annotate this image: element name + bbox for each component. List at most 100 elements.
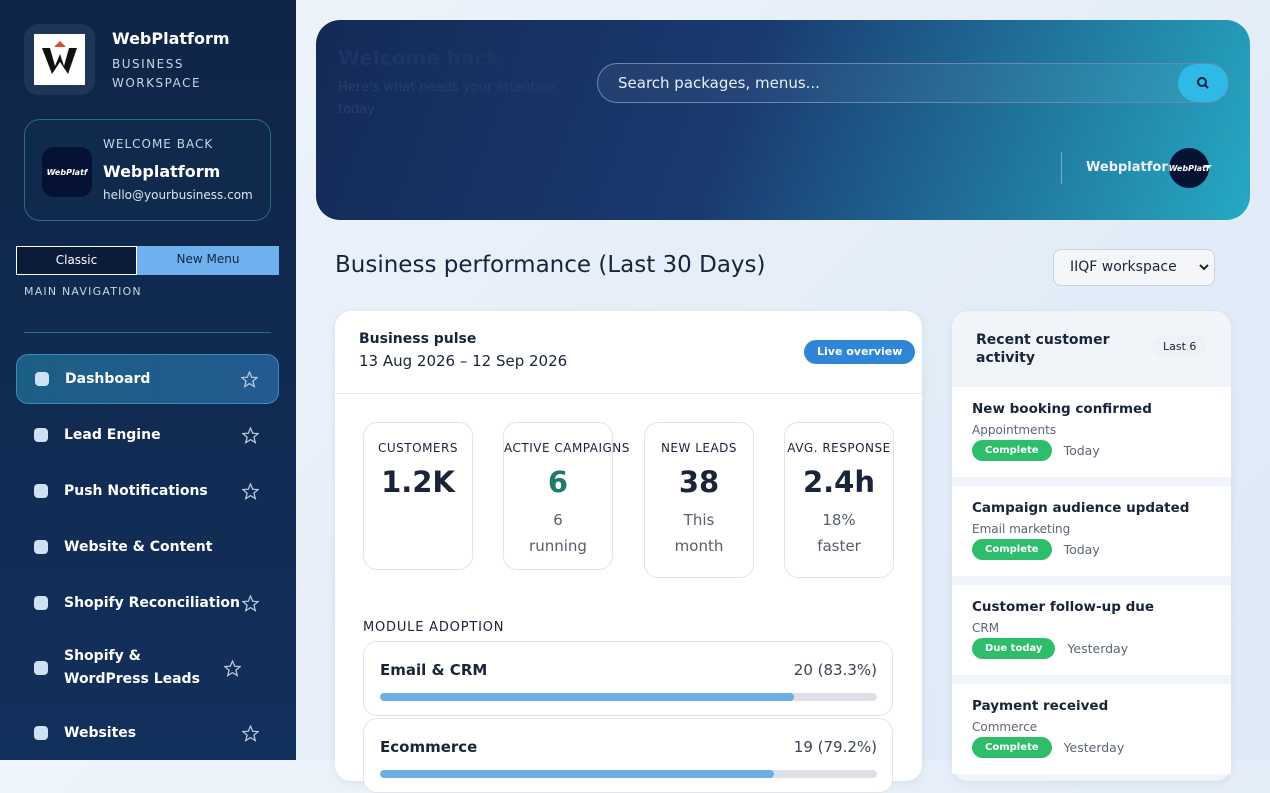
separator	[1061, 152, 1062, 184]
activity-meta: Due today Yesterday	[972, 638, 1211, 659]
stat-value: 38	[678, 465, 720, 499]
search-icon	[1197, 77, 1209, 89]
nav-icon	[34, 428, 48, 442]
nav-item[interactable]: Dashboard	[16, 354, 279, 404]
star[interactable]	[242, 426, 259, 444]
activity-meta: Complete Yesterday	[972, 737, 1211, 758]
activity-badge: Last 6	[1153, 336, 1207, 358]
workspace-value: IIQF workspace	[1070, 259, 1177, 275]
stat-value: 1.2K	[381, 465, 455, 499]
nav-icon	[34, 596, 48, 610]
header-banner: Welcome back Here's what needs your atte…	[316, 20, 1250, 220]
stat-label: AVG. RESPONSE	[787, 441, 891, 455]
nav-label: Lead Engine	[64, 426, 161, 443]
stat-card: ACTIVE CAMPAIGNS 6 6 running	[503, 422, 630, 570]
star[interactable]	[224, 659, 241, 677]
status-pill: Complete	[972, 539, 1052, 560]
user-name[interactable]: Webplatform	[1086, 160, 1182, 175]
nav-icon	[34, 661, 48, 675]
select-caret	[1199, 264, 1209, 271]
star[interactable]	[242, 482, 259, 500]
activity-item: Campaign audience updated Email marketing…	[952, 486, 1231, 576]
stat-card: CUSTOMERS 1.2K	[363, 422, 473, 570]
nav-label: Push Notifications	[64, 482, 208, 499]
brand-subtitle: BUSINESS WORKSPACE	[112, 57, 202, 90]
stat-value: 2.4h	[802, 465, 876, 499]
activity-title: Recent customer activity	[976, 332, 1110, 366]
header-title: Welcome back	[338, 46, 500, 70]
sidebar: WebPlatform BUSINESS WORKSPACE WebPlatf …	[0, 0, 296, 760]
nav-item[interactable]: Websites	[16, 708, 279, 758]
stat-sub: 6 running	[529, 511, 587, 555]
module-value: 19 (79.2%)	[793, 738, 877, 756]
module-name: Email & CRM	[380, 661, 488, 679]
nav-label: Websites	[64, 724, 137, 741]
nav-item[interactable]: Lead Engine	[16, 410, 279, 460]
progress-track	[380, 770, 877, 778]
search-input[interactable]: Search packages, menus...	[597, 63, 1229, 103]
status-pill: Complete	[972, 737, 1052, 758]
activity-category: Commerce	[972, 720, 1038, 734]
nav-label: Shopify Reconciliation	[64, 594, 240, 611]
workspace-select[interactable]: IIQF workspace	[1053, 249, 1215, 286]
progress-track	[380, 693, 877, 701]
activity-meta: Complete Today	[972, 539, 1211, 560]
activity-item: Customer follow-up due CRM Due today Yester…	[952, 585, 1231, 675]
nav-heading: MAIN NAVIGATION	[24, 285, 142, 298]
section-title: Business performance (Last 30 Days)	[335, 252, 766, 278]
welcome-name: Webplatform	[103, 162, 221, 181]
logo-mark	[42, 41, 77, 74]
stat-card: NEW LEADS 38 This month	[644, 422, 754, 578]
nav-item[interactable]: Website & Content	[16, 522, 279, 572]
toggle-new[interactable]: New Menu	[137, 246, 279, 275]
stat-card: AVG. RESPONSE 2.4h 18% faster	[784, 422, 894, 578]
nav-item[interactable]: Shopify & WordPress Leads	[16, 634, 279, 702]
star[interactable]	[241, 370, 258, 388]
activity-category: CRM	[972, 621, 1000, 635]
nav-icon	[34, 540, 48, 554]
activity-title: Payment received	[972, 698, 1109, 714]
activity-item: New booking confirmed Appointments Complet…	[952, 387, 1231, 477]
toggle-classic[interactable]: Classic	[16, 246, 137, 275]
star[interactable]	[242, 724, 259, 742]
welcome-label: WELCOME BACK	[103, 137, 214, 151]
progress-bar	[380, 693, 794, 701]
activity-category: Appointments	[972, 423, 1057, 437]
star[interactable]	[242, 594, 259, 612]
module-name: Ecommerce	[380, 738, 478, 756]
brand-title: WebPlatform	[112, 29, 230, 48]
divider	[24, 332, 271, 333]
module-value: 20 (83.3%)	[793, 661, 877, 679]
nav-item[interactable]: Shopify Reconciliation	[16, 578, 279, 628]
stat-label: ACTIVE CAMPAIGNS	[504, 441, 630, 455]
live-badge: Live overview	[804, 340, 916, 364]
stat-label: CUSTOMERS	[378, 441, 458, 455]
activity-time: Today	[1063, 443, 1100, 458]
activity-title: New booking confirmed	[972, 401, 1152, 417]
stat-sub: 18% faster	[817, 511, 861, 555]
module-card: Ecommerce 19 (79.2%)	[363, 718, 893, 793]
activity-time: Yesterday	[1067, 641, 1129, 656]
pulse-dates: 13 Aug 2026 – 12 Sep 2026	[359, 352, 568, 370]
activity-category: Email marketing	[972, 522, 1071, 536]
nav-icon	[34, 726, 48, 740]
activity-meta: Complete Today	[972, 440, 1211, 461]
progress-bar	[380, 770, 774, 778]
nav-item[interactable]: Push Notifications	[16, 466, 279, 516]
modules-heading: MODULE ADOPTION	[363, 620, 505, 635]
nav-icon	[34, 484, 48, 498]
nav-label: Dashboard	[65, 370, 151, 387]
logo	[24, 24, 95, 95]
user-avatar[interactable]: WebPlatf	[1169, 148, 1209, 188]
welcome-card: WebPlatf WELCOME BACK Webplatform hello@…	[24, 119, 271, 221]
dropdown-caret	[1204, 165, 1212, 169]
pulse-title: Business pulse	[359, 331, 477, 347]
activity-time: Today	[1063, 542, 1100, 557]
stat-label: NEW LEADS	[660, 441, 738, 455]
activity-item: Payment received Commerce Complete Yesterda…	[952, 684, 1231, 774]
nav-label: Shopify & WordPress Leads	[64, 648, 200, 687]
nav-icon	[35, 372, 49, 386]
stat-value: 6	[547, 465, 569, 499]
search-button[interactable]	[1178, 64, 1228, 102]
